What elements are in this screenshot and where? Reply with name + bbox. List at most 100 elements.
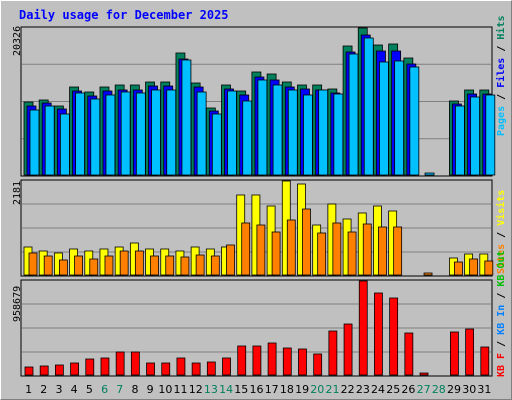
kb-f-bar bbox=[267, 342, 277, 376]
pages-bar bbox=[196, 91, 207, 176]
kb-f-bar bbox=[85, 358, 95, 376]
day-tick-label: 26 bbox=[401, 383, 415, 396]
sites-bar bbox=[393, 226, 403, 276]
sites-bar bbox=[423, 272, 433, 276]
kb-f-bar bbox=[389, 297, 399, 376]
kb-f-bar bbox=[222, 357, 231, 376]
kb-f-bar bbox=[358, 280, 368, 376]
day-tick-label: 4 bbox=[71, 383, 78, 396]
day-tick-label: 21 bbox=[325, 383, 339, 396]
pages-bar bbox=[257, 79, 268, 176]
day-tick-label: 18 bbox=[280, 383, 294, 396]
kb-f-bar bbox=[404, 332, 414, 376]
sites-bar bbox=[241, 222, 251, 276]
sites-bar bbox=[484, 260, 494, 276]
pages-bar bbox=[470, 96, 481, 176]
day-tick-label: 6 bbox=[101, 383, 108, 396]
legend-kb-out: KB Out bbox=[496, 250, 507, 287]
sites-bar bbox=[104, 255, 114, 276]
pages-bar bbox=[348, 53, 359, 176]
pages-bar bbox=[394, 60, 405, 176]
pages-bar bbox=[181, 59, 192, 176]
visits-panel-max-label: 2181 bbox=[12, 180, 23, 205]
sites-bar bbox=[210, 255, 220, 276]
pages-bar bbox=[120, 91, 131, 176]
kb-f-bar bbox=[237, 345, 247, 376]
sites-bar bbox=[150, 255, 159, 276]
day-tick-label: 29 bbox=[447, 383, 461, 396]
sites-bar bbox=[469, 258, 479, 276]
day-tick-label: 2 bbox=[40, 383, 47, 396]
kb-f-bar bbox=[419, 372, 429, 376]
pages-bar bbox=[227, 90, 237, 176]
sites-bar bbox=[286, 219, 296, 276]
day-tick-label: 25 bbox=[386, 383, 400, 396]
sites-bar bbox=[362, 223, 372, 276]
day-tick-label: 15 bbox=[234, 383, 248, 396]
day-tick-label: 10 bbox=[158, 383, 172, 396]
sites-bar bbox=[180, 256, 190, 276]
pages-bar bbox=[287, 89, 298, 176]
legend-separator: / bbox=[496, 231, 507, 238]
kbytes-panel-legend: KB F / KB In / KB Out bbox=[496, 250, 507, 377]
legend-kb-f: KB F bbox=[496, 352, 507, 377]
day-tick-label: 7 bbox=[116, 383, 123, 396]
sites-bar bbox=[302, 208, 311, 276]
sites-bar bbox=[165, 255, 175, 276]
legend-pages: Pages bbox=[496, 105, 507, 136]
sites-bar bbox=[119, 250, 129, 276]
kb-f-bar bbox=[39, 365, 49, 376]
pages-bar bbox=[333, 93, 344, 176]
day-tick-label: 27 bbox=[417, 383, 431, 396]
day-tick-label: 3 bbox=[55, 383, 62, 396]
day-tick-label: 30 bbox=[462, 383, 476, 396]
pages-bar bbox=[211, 113, 222, 176]
kb-f-bar bbox=[191, 362, 201, 376]
sites-bar bbox=[134, 250, 144, 276]
pages-bar bbox=[455, 105, 465, 176]
pages-bar bbox=[44, 105, 55, 176]
day-tick-label: 20 bbox=[310, 383, 324, 396]
kb-f-bar bbox=[298, 348, 307, 376]
kb-f-bar bbox=[161, 362, 171, 376]
sites-bar bbox=[43, 255, 53, 276]
day-tick-label: 17 bbox=[265, 383, 279, 396]
sites-bar bbox=[256, 224, 266, 276]
sites-bar bbox=[317, 232, 327, 276]
kb-f-bar bbox=[374, 292, 383, 376]
kb-f-bar bbox=[24, 366, 34, 376]
day-tick-label: 31 bbox=[477, 383, 491, 396]
pages-bar bbox=[151, 89, 161, 176]
kb-f-bar bbox=[252, 345, 262, 376]
day-tick-label: 24 bbox=[371, 383, 385, 396]
sites-bar bbox=[347, 231, 357, 276]
pages-bar bbox=[59, 113, 70, 176]
legend-files: Files bbox=[496, 57, 507, 88]
sites-bar bbox=[58, 259, 68, 276]
pages-bar bbox=[409, 66, 420, 176]
pages-bar bbox=[303, 94, 313, 176]
pages-bar bbox=[485, 94, 496, 176]
sites-bar bbox=[28, 252, 38, 276]
day-tick-label: 14 bbox=[219, 383, 233, 396]
sites-bar bbox=[454, 261, 463, 276]
day-tick-label: 1 bbox=[25, 383, 32, 396]
day-tick-label: 16 bbox=[250, 383, 264, 396]
kb-f-bar bbox=[100, 357, 110, 376]
kb-f-bar bbox=[480, 346, 490, 376]
day-tick-label: 13 bbox=[204, 383, 218, 396]
pages-bar bbox=[75, 92, 85, 176]
pages-bar bbox=[272, 84, 283, 176]
kb-f-bar bbox=[282, 347, 292, 376]
kb-f-bar bbox=[313, 353, 323, 376]
day-tick-label: 23 bbox=[356, 383, 370, 396]
day-tick-label: 5 bbox=[86, 383, 93, 396]
day-tick-label: 9 bbox=[147, 383, 154, 396]
sites-bar bbox=[74, 255, 83, 276]
hits-panel-legend: Pages / Files / Hits bbox=[496, 16, 507, 137]
day-tick-label: 11 bbox=[174, 383, 188, 396]
hits-panel-max-label: 20326 bbox=[12, 25, 23, 56]
kb-f-bar bbox=[343, 323, 353, 376]
pages-bar bbox=[424, 172, 435, 176]
legend-separator: / bbox=[496, 45, 507, 52]
